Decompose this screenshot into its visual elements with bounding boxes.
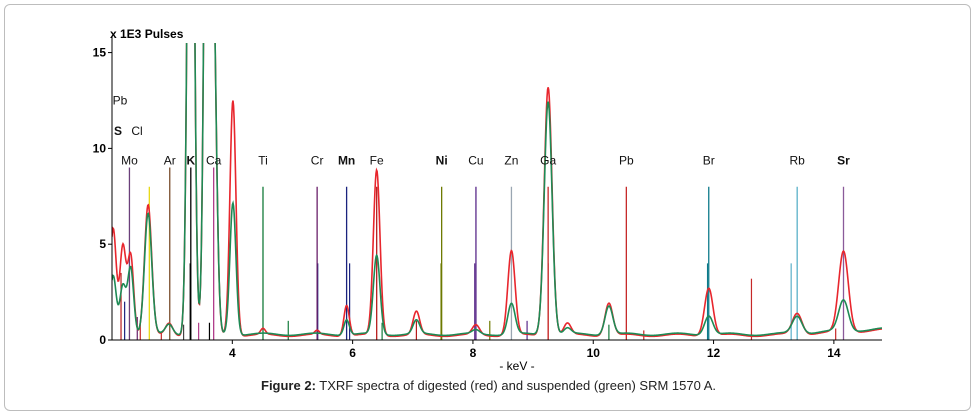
figure-caption: Figure 2: TXRF spectra of digested (red)…: [0, 378, 977, 393]
y-tick-label-10: 10: [93, 141, 107, 155]
element-label-k: K: [186, 154, 195, 168]
element-label-ca: Ca: [206, 154, 222, 168]
left-label-s: S: [114, 124, 122, 138]
caption-text: TXRF spectra of digested (red) and suspe…: [315, 378, 716, 393]
x-tick-label-12: 12: [707, 346, 721, 360]
y-tick-label-5: 5: [99, 237, 106, 251]
x-axis-label: - keV -: [499, 359, 534, 373]
left-label-pb: Pb: [113, 93, 128, 107]
element-label-cr: Cr: [311, 154, 324, 168]
x-tick-label-14: 14: [827, 346, 841, 360]
element-label-pb: Pb: [619, 154, 634, 168]
element-label-mo: Mo: [121, 154, 138, 168]
element-label-cu: Cu: [468, 154, 483, 168]
element-label-zn: Zn: [504, 154, 518, 168]
series-line-suspended: [112, 43, 882, 337]
x-tick-label-6: 6: [349, 346, 356, 360]
element-label-br: Br: [703, 154, 715, 168]
element-markers-group: [128, 167, 845, 340]
figure-frame: [4, 4, 971, 411]
y-tick-label-0: 0: [99, 333, 106, 347]
y-tick-label-15: 15: [93, 46, 107, 60]
y-axis-label: x 1E3 Pulses: [110, 27, 184, 41]
element-label-ar: Ar: [164, 154, 176, 168]
element-label-ga: Ga: [540, 154, 556, 168]
x-tick-label-4: 4: [229, 346, 236, 360]
caption-label: Figure 2:: [261, 378, 316, 393]
x-tick-label-8: 8: [470, 346, 477, 360]
element-label-ti: Ti: [258, 154, 268, 168]
series-line-digested: [112, 43, 882, 338]
element-label-rb: Rb: [790, 154, 806, 168]
series-group: [112, 43, 882, 338]
left-label-cl: Cl: [131, 124, 142, 138]
element-label-mn: Mn: [338, 154, 355, 168]
element-label-ni: Ni: [436, 154, 448, 168]
x-tick-label-10: 10: [587, 346, 601, 360]
element-label-fe: Fe: [370, 154, 384, 168]
element-label-sr: Sr: [837, 154, 850, 168]
